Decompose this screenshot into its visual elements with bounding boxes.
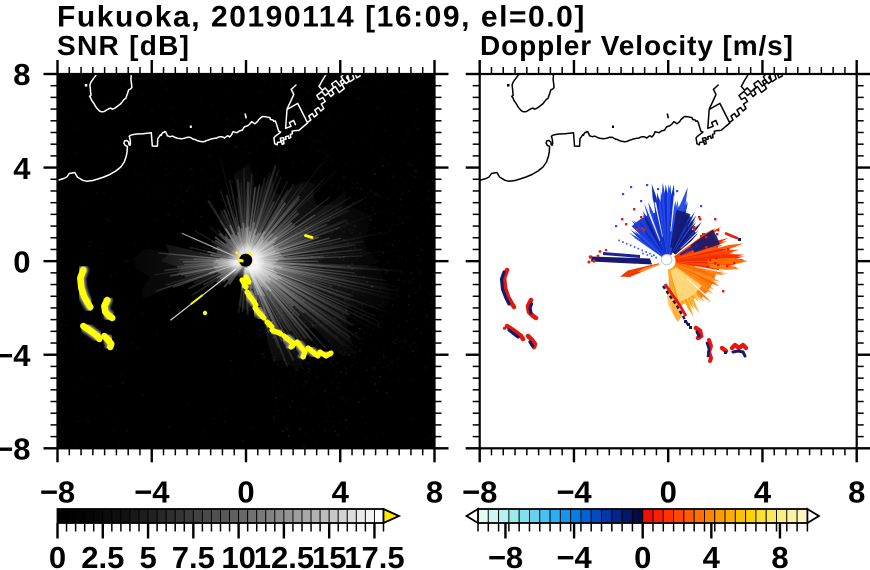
svg-text:0: 0 (634, 540, 651, 570)
svg-text:10: 10 (221, 540, 255, 570)
svg-text:−8: −8 (462, 475, 497, 510)
svg-text:4: 4 (754, 475, 772, 510)
svg-text:8: 8 (771, 540, 788, 570)
svg-text:7.5: 7.5 (172, 540, 215, 570)
svg-text:5: 5 (139, 540, 156, 570)
svg-text:−8: −8 (0, 432, 31, 467)
svg-text:8: 8 (848, 475, 865, 510)
svg-text:0: 0 (237, 475, 254, 510)
svg-text:−8: −8 (40, 475, 75, 510)
svg-text:Fukuoka, 20190114 [16:09, el=0: Fukuoka, 20190114 [16:09, el=0.0] (57, 1, 586, 34)
svg-text:−4: −4 (556, 475, 592, 510)
svg-text:12.5: 12.5 (254, 540, 314, 570)
svg-text:17.5: 17.5 (344, 540, 404, 570)
svg-text:2.5: 2.5 (81, 540, 124, 570)
svg-text:15: 15 (312, 540, 346, 570)
svg-text:4: 4 (332, 475, 350, 510)
svg-text:8: 8 (13, 57, 30, 92)
svg-text:SNR [dB]: SNR [dB] (57, 30, 190, 61)
svg-text:4: 4 (703, 540, 721, 570)
svg-text:0: 0 (660, 475, 677, 510)
svg-text:0: 0 (49, 540, 66, 570)
svg-text:−4: −4 (134, 475, 170, 510)
svg-text:4: 4 (13, 151, 31, 186)
svg-text:−8: −8 (488, 540, 523, 570)
svg-text:−4: −4 (0, 338, 31, 373)
svg-text:0: 0 (13, 244, 30, 279)
svg-text:Doppler Velocity [m/s]: Doppler Velocity [m/s] (480, 30, 794, 61)
svg-text:−4: −4 (556, 540, 592, 570)
svg-text:8: 8 (426, 475, 443, 510)
